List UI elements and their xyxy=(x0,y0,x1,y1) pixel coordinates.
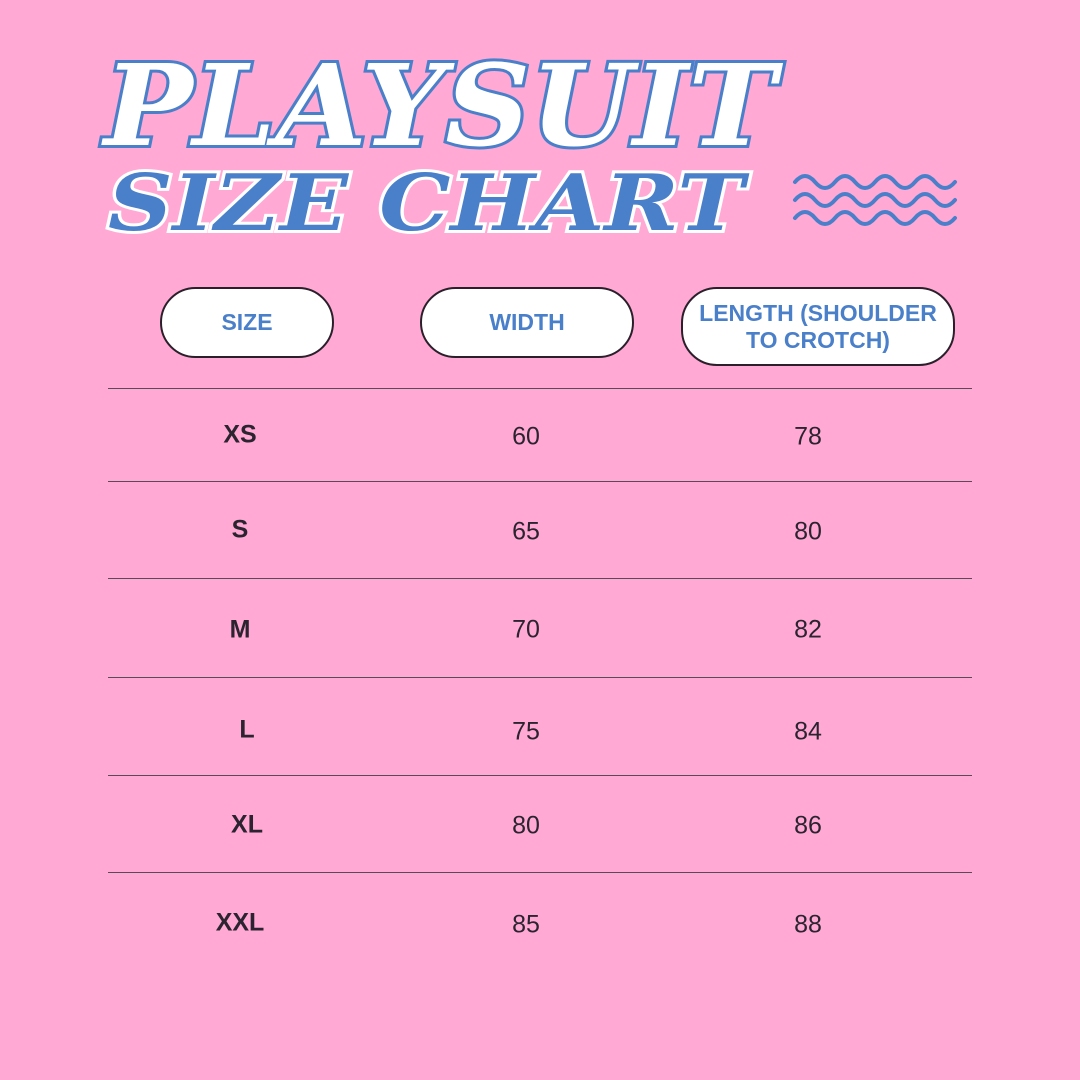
width-cell: 65 xyxy=(512,517,540,546)
length-cell: 86 xyxy=(794,811,822,840)
length-cell: 82 xyxy=(794,615,822,644)
size-cell: M xyxy=(229,615,251,644)
size-cell: XS xyxy=(223,420,257,449)
length-cell: 84 xyxy=(794,717,822,746)
header-width: WIDTH xyxy=(420,287,634,358)
row-divider xyxy=(108,872,972,873)
length-cell: 78 xyxy=(794,422,822,451)
size-cell: L xyxy=(239,715,255,744)
wavy-lines-icon xyxy=(793,174,957,226)
length-cell: 88 xyxy=(794,910,822,939)
row-divider xyxy=(108,388,972,389)
row-divider xyxy=(108,775,972,776)
header-length: LENGTH (SHOULDER TO CROTCH) xyxy=(681,287,955,366)
row-divider xyxy=(108,578,972,579)
width-cell: 70 xyxy=(512,615,540,644)
title-graphic: PLAYSUIT SIZE CHART xyxy=(98,38,957,252)
width-cell: 60 xyxy=(512,422,540,451)
row-divider xyxy=(108,677,972,678)
size-cell: XXL xyxy=(215,908,265,937)
length-cell: 80 xyxy=(794,517,822,546)
width-cell: 80 xyxy=(512,811,540,840)
title-line-2: SIZE CHART xyxy=(108,158,750,249)
size-cell: XL xyxy=(231,810,263,839)
width-cell: 75 xyxy=(512,717,540,746)
size-cell: S xyxy=(231,515,249,544)
width-cell: 85 xyxy=(512,910,540,939)
row-divider xyxy=(108,481,972,482)
header-size: SIZE xyxy=(160,287,334,358)
title-line-1: PLAYSUIT xyxy=(101,41,784,172)
